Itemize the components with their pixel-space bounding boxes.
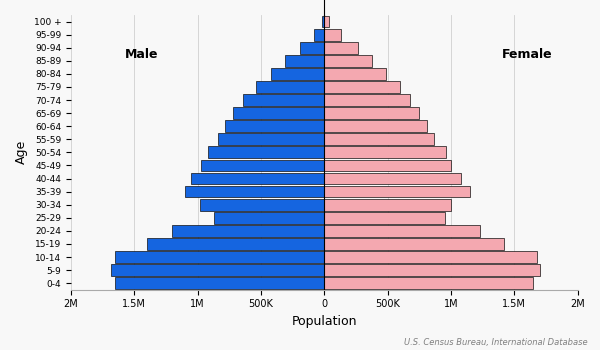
- Bar: [112, 264, 324, 276]
- Bar: [300, 42, 324, 54]
- Bar: [218, 133, 324, 145]
- Bar: [324, 146, 446, 158]
- X-axis label: Population: Population: [292, 315, 357, 328]
- Text: Female: Female: [502, 48, 552, 61]
- Bar: [324, 81, 400, 93]
- Bar: [202, 160, 324, 172]
- Bar: [322, 16, 324, 27]
- Y-axis label: Age: Age: [15, 140, 28, 164]
- Bar: [324, 120, 427, 132]
- Bar: [324, 251, 537, 263]
- Bar: [214, 212, 324, 224]
- Bar: [191, 173, 324, 184]
- Bar: [285, 55, 324, 66]
- Bar: [233, 107, 324, 119]
- Bar: [115, 251, 324, 263]
- Bar: [324, 225, 480, 237]
- Bar: [200, 199, 324, 211]
- Bar: [324, 199, 451, 211]
- Bar: [324, 173, 461, 184]
- Bar: [324, 277, 533, 289]
- Bar: [271, 68, 324, 80]
- Bar: [324, 212, 445, 224]
- Bar: [324, 55, 373, 66]
- Bar: [185, 186, 324, 197]
- Bar: [324, 94, 410, 106]
- Bar: [324, 68, 386, 80]
- Bar: [147, 238, 324, 250]
- Bar: [324, 160, 451, 172]
- Bar: [324, 186, 470, 197]
- Bar: [324, 264, 539, 276]
- Bar: [115, 277, 324, 289]
- Bar: [243, 94, 324, 106]
- Bar: [226, 120, 324, 132]
- Bar: [208, 146, 324, 158]
- Bar: [324, 133, 434, 145]
- Text: U.S. Census Bureau, International Database: U.S. Census Bureau, International Databa…: [404, 337, 588, 346]
- Bar: [324, 42, 358, 54]
- Bar: [324, 107, 419, 119]
- Bar: [256, 81, 324, 93]
- Bar: [324, 16, 329, 27]
- Text: Male: Male: [125, 48, 158, 61]
- Bar: [314, 29, 324, 41]
- Bar: [324, 238, 504, 250]
- Bar: [324, 29, 341, 41]
- Bar: [172, 225, 324, 237]
